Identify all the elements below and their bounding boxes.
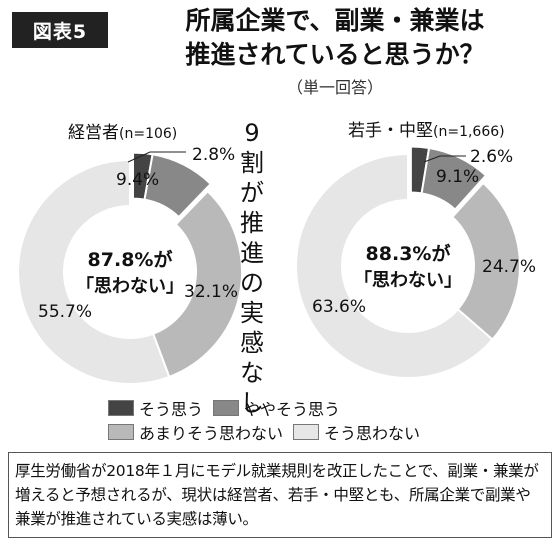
legend-label: ややそう思う [244, 400, 341, 419]
donut-segment [143, 153, 213, 219]
data-label: 2.6% [470, 147, 513, 167]
leader-line [127, 151, 186, 163]
figure-subtitle: （単一回答） [286, 78, 383, 97]
legend-row-2: あまりそう思わない そう思わない [108, 420, 448, 444]
data-label: 2.8% [192, 145, 235, 165]
callout-char: 9 [244, 119, 260, 147]
donut-chart-1: 2.8% 9.4% 32.1% 55.7% 経営者(n=106) 87.8%が「思わない」 [17, 123, 243, 385]
figure-title: 所属企業で、副業・兼業は 推進されていると思うか？ [120, 4, 550, 72]
callout-char: 実 [240, 299, 264, 327]
explanatory-note: 厚生労働省が2018年１月にモデル就業規則を改正したことで、副業・兼業が増えると… [8, 452, 552, 538]
callout-char: な [240, 359, 264, 387]
data-label: 32.1% [184, 282, 238, 302]
title-line-1: 所属企業で、副業・兼業は [185, 6, 485, 35]
legend-label: そう思わない [324, 424, 421, 443]
legend-swatch [108, 424, 134, 440]
legend-label: そう思う [139, 400, 204, 419]
callout-char: 推 [240, 209, 264, 237]
center-label: 「思わない」 [354, 269, 462, 291]
center-label: 88.3%が [366, 242, 451, 265]
donut-charts: 2.8%9.4%32.1%55.7%経営者(n=106)87.8%が「思わない」… [17, 121, 536, 385]
data-label: 55.7% [38, 302, 92, 322]
legend-row-1: そう思う ややそう思う [108, 396, 448, 420]
leader-line [423, 155, 466, 163]
callout-char: の [240, 269, 264, 297]
donut-segment [295, 152, 494, 379]
data-label: 63.6% [312, 297, 366, 317]
group-label: 経営者(n=106) [68, 123, 177, 143]
donut-segment [420, 146, 488, 211]
center-label: 87.8%が [88, 248, 173, 271]
group-n: (n=1,666) [433, 124, 505, 140]
legend-item-sou-omou: そう思う [108, 396, 203, 420]
donut-segment [17, 158, 171, 385]
legend-swatch [108, 400, 134, 416]
center-label: 「思わない」 [76, 275, 184, 297]
figure-badge: 図表5 [12, 12, 108, 48]
data-label: 24.7% [482, 257, 536, 277]
data-label: 9.1% [436, 167, 479, 187]
legend-item-amari-sou-omowanai: あまりそう思わない [108, 420, 283, 444]
title-line-2: 推進されていると思うか？ [185, 40, 485, 69]
callout-char: が [240, 179, 264, 207]
group-name: 若手・中堅 [348, 121, 433, 141]
donut-segment [151, 189, 243, 379]
data-label: 9.4% [116, 170, 159, 190]
callout-char: 感 [240, 329, 264, 357]
callout-char: 割 [240, 149, 264, 177]
legend-item-yaya-sou-omou: ややそう思う [213, 396, 340, 420]
legend-swatch [213, 400, 240, 416]
group-label: 若手・中堅(n=1,666) [348, 121, 505, 141]
donut-chart-2: 2.6%9.1% 24.7% 63.6% 若手・中堅(n=1,666) 88.3%が「思… [295, 121, 536, 379]
group-name: 経営者 [68, 123, 119, 143]
legend: そう思う ややそう思う あまりそう思わない そう思わない [108, 396, 448, 444]
legend-label: あまりそう思わない [139, 424, 284, 443]
legend-item-sou-omowanai: そう思わない [293, 420, 420, 444]
group-n: (n=106) [119, 126, 177, 142]
callout-char: 進 [240, 239, 264, 267]
legend-swatch [293, 424, 320, 440]
callout-char: し [240, 389, 264, 417]
